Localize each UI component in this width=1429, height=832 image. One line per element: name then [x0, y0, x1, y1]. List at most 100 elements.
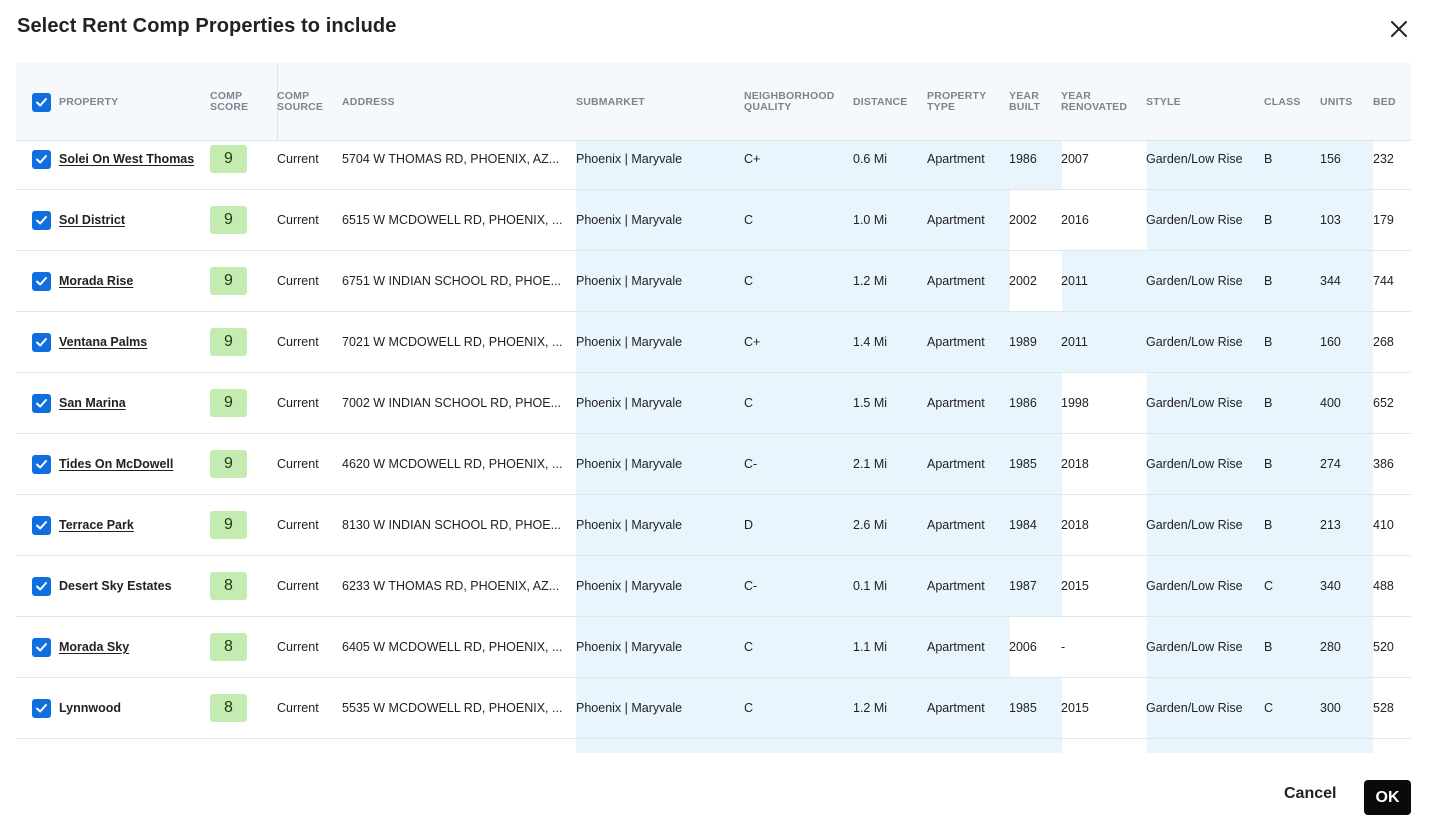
built-cell: 2002 [1009, 213, 1037, 227]
table-row[interactable]: San Marina 9 Current 7002 W INDIAN SCHOOL R… [16, 373, 1411, 434]
row-checkbox-cell [32, 495, 51, 555]
row-checkbox[interactable] [32, 271, 51, 291]
column-header[interactable]: ADDRESS [342, 95, 395, 108]
property-name-cell: Lynnwood [59, 678, 121, 738]
check-icon [36, 215, 47, 224]
units-cell: 103 [1320, 213, 1341, 227]
property-link[interactable]: Tides On McDowell [59, 457, 174, 471]
property-link[interactable]: Morada Sky [59, 640, 130, 654]
column-header[interactable]: NEIGHBORHOOD QUALITY [744, 90, 835, 113]
table-row[interactable]: Lynnwood 8 Current 5535 W MCDOWELL RD, PHOE… [16, 678, 1411, 739]
style-cell: Garden/Low Rise [1146, 335, 1243, 349]
comp-score-cell: 9 [210, 129, 247, 189]
dialog-title: Select Rent Comp Properties to include [17, 15, 397, 37]
property-link[interactable]: San Marina [59, 396, 126, 410]
check-icon [36, 520, 47, 529]
table-row[interactable]: Morada Rise 9 Current 6751 W INDIAN SCHOOL … [16, 251, 1411, 312]
units-cell: 280 [1320, 640, 1341, 654]
units-cell: 400 [1320, 396, 1341, 410]
cell-highlight [1010, 373, 1062, 434]
row-checkbox[interactable] [32, 515, 51, 535]
table-row[interactable]: Ventana Palms 9 Current 7021 W MCDOWELL RD,… [16, 312, 1411, 373]
beds-cell: 386 [1373, 457, 1394, 471]
quality-cell: C [744, 701, 754, 715]
property-link[interactable]: Morada Rise [59, 274, 134, 288]
comp-score-badge: 9 [210, 267, 247, 295]
built-cell: 1984 [1009, 518, 1037, 532]
property-name-cell: Desert Sky Estates [59, 556, 172, 616]
property-name-cell: Terrace Park [59, 495, 134, 555]
row-checkbox-cell [32, 129, 51, 189]
column-header[interactable]: UNITS [1320, 95, 1353, 108]
column-header[interactable]: PROPERTY [59, 95, 119, 108]
cell-highlight [1264, 312, 1320, 373]
table-row[interactable]: Morada Sky 8 Current 6405 W MCDOWELL RD, PH… [16, 617, 1411, 678]
row-checkbox[interactable] [32, 393, 51, 413]
class-cell: B [1264, 213, 1273, 227]
source-cell: Current [277, 274, 319, 288]
property-link[interactable]: Sol District [59, 213, 125, 227]
table-row[interactable]: Sol District 9 Current 6515 W MCDOWELL RD, … [16, 190, 1411, 251]
property-name-cell: Tides On McDowell [59, 434, 173, 494]
property-link[interactable]: Terrace Park [59, 518, 134, 532]
cancel-button[interactable]: Cancel [1284, 785, 1337, 802]
quality-cell: C [744, 640, 754, 654]
units-cell: 300 [1320, 701, 1341, 715]
submarket-cell: Phoenix | Maryvale [576, 579, 683, 593]
column-header[interactable]: CLASS [1264, 95, 1301, 108]
class-cell: B [1264, 152, 1273, 166]
type-cell: Apartment [927, 701, 985, 715]
address-cell: 7002 W INDIAN SCHOOL RD, PHOE... [342, 396, 562, 410]
row-checkbox[interactable] [32, 698, 51, 718]
column-header[interactable]: SUBMARKET [576, 95, 645, 108]
beds-cell: 268 [1373, 335, 1394, 349]
row-checkbox-cell [32, 556, 51, 616]
row-checkbox[interactable] [32, 454, 51, 474]
close-icon[interactable] [1386, 16, 1412, 42]
class-cell: B [1264, 274, 1273, 288]
submarket-cell: Phoenix | Maryvale [576, 274, 683, 288]
quality-cell: D [744, 518, 754, 532]
row-checkbox[interactable] [32, 210, 51, 230]
table-row[interactable]: Terrace Park 9 Current 8130 W INDIAN SCHOOL… [16, 495, 1411, 556]
class-cell: B [1264, 518, 1273, 532]
type-cell: Apartment [927, 396, 985, 410]
cell-highlight [1062, 251, 1147, 312]
table-row[interactable]: Tides On McDowell 9 Current 4620 W MCDOWELL… [16, 434, 1411, 495]
comp-score-cell: 9 [210, 312, 247, 372]
source-cell: Current [277, 152, 319, 166]
select-all-checkbox[interactable] [32, 92, 51, 112]
cell-highlight [1264, 373, 1320, 434]
column-header[interactable]: COMP SCORE [210, 90, 249, 113]
property-link[interactable]: Solei On West Thomas [59, 152, 195, 166]
row-checkbox[interactable] [32, 332, 51, 352]
row-checkbox[interactable] [32, 149, 51, 169]
beds-cell: 520 [1373, 640, 1394, 654]
type-cell: Apartment [927, 457, 985, 471]
column-header[interactable]: BED [1373, 95, 1396, 108]
column-header[interactable]: YEAR BUILT [1009, 90, 1041, 113]
row-checkbox[interactable] [32, 637, 51, 657]
ok-button[interactable]: OK [1364, 780, 1411, 815]
distance-cell: 1.5 Mi [853, 396, 888, 410]
row-checkbox-cell [32, 251, 51, 311]
source-cell: Current [277, 701, 319, 715]
address-cell: 6515 W MCDOWELL RD, PHOENIX, ... [342, 213, 563, 227]
quality-cell: C+ [744, 335, 761, 349]
column-header[interactable]: YEAR RENOVATED [1061, 90, 1128, 113]
property-link[interactable]: Ventana Palms [59, 335, 148, 349]
table-row[interactable]: Solei On West Thomas 9 Current 5704 W THOMA… [16, 129, 1411, 190]
beds-cell: 410 [1373, 518, 1394, 532]
cell-highlight [1010, 556, 1062, 617]
built-cell: 1985 [1009, 701, 1037, 715]
row-checkbox-cell [32, 190, 51, 250]
column-header[interactable]: PROPERTY TYPE [927, 90, 987, 113]
column-header[interactable]: DISTANCE [853, 95, 908, 108]
renovated-cell: 2016 [1061, 213, 1089, 227]
table-row[interactable]: Desert Sky Estates 8 Current 6233 W THOMAS … [16, 556, 1411, 617]
distance-cell: 2.1 Mi [853, 457, 888, 471]
column-header[interactable]: STYLE [1146, 95, 1181, 108]
row-checkbox[interactable] [32, 576, 51, 596]
column-header[interactable]: COMP SOURCE [277, 90, 324, 113]
quality-cell: C- [744, 457, 758, 471]
